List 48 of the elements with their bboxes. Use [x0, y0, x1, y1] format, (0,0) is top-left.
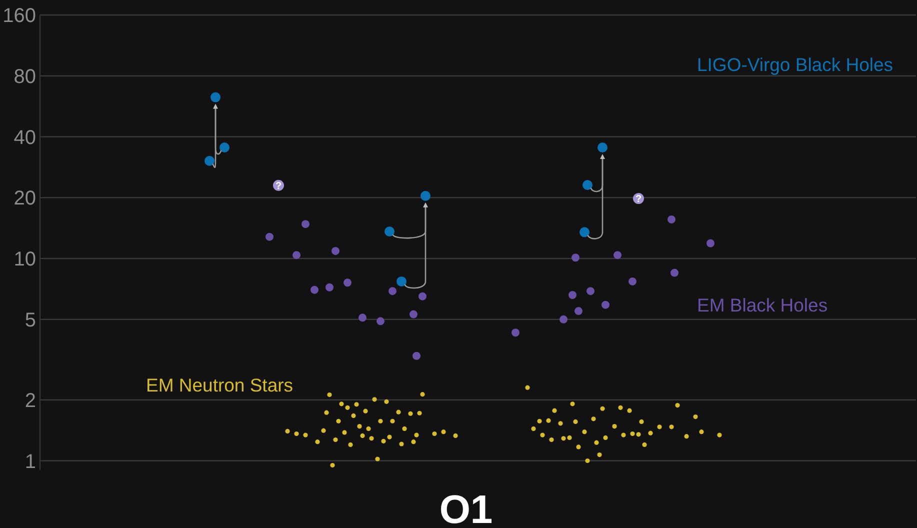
- point: [310, 286, 318, 294]
- point: [384, 226, 394, 237]
- point: [582, 180, 592, 190]
- point: [302, 220, 310, 228]
- point: [572, 254, 580, 262]
- y-tick-label: 40: [14, 126, 36, 149]
- point: [410, 310, 418, 318]
- text: LIGO-Virgo Black Holes: [697, 54, 894, 75]
- y-tick-label: 5: [24, 309, 36, 332]
- point: [580, 227, 590, 238]
- y-tick-label: 160: [2, 5, 36, 28]
- point: [344, 278, 352, 287]
- point: [210, 92, 220, 102]
- data-label: ?: [275, 180, 282, 192]
- point: [292, 251, 300, 260]
- series-label: EM Neutron Stars: [146, 374, 294, 396]
- point: [602, 300, 610, 309]
- point: [332, 246, 340, 255]
- point: [388, 287, 396, 296]
- point: [420, 190, 430, 201]
- point: [412, 352, 420, 360]
- point: [266, 232, 274, 241]
- text: O1: [439, 488, 493, 528]
- y-tick-label: 2: [24, 390, 36, 412]
- point: [706, 239, 714, 248]
- point: [628, 277, 636, 286]
- y-tick-label: 10: [14, 248, 36, 271]
- point: [560, 315, 568, 324]
- data-label: ?: [635, 194, 642, 206]
- y-tick-label: 1: [24, 450, 36, 473]
- point: [668, 215, 676, 224]
- point: [598, 142, 608, 152]
- series-label: EM Black Holes: [697, 294, 828, 316]
- point: [204, 156, 214, 166]
- point: [358, 314, 366, 322]
- point: [586, 287, 594, 296]
- point: [568, 291, 576, 300]
- point: [418, 292, 426, 300]
- point: [220, 142, 230, 152]
- point: [396, 276, 406, 286]
- point: [326, 283, 334, 292]
- y-tick-label: 80: [14, 66, 36, 88]
- point: [574, 307, 582, 316]
- point: [614, 251, 622, 260]
- point: [376, 317, 384, 326]
- point: [670, 268, 678, 277]
- point: [512, 328, 520, 337]
- y-tick-label: 20: [14, 188, 36, 210]
